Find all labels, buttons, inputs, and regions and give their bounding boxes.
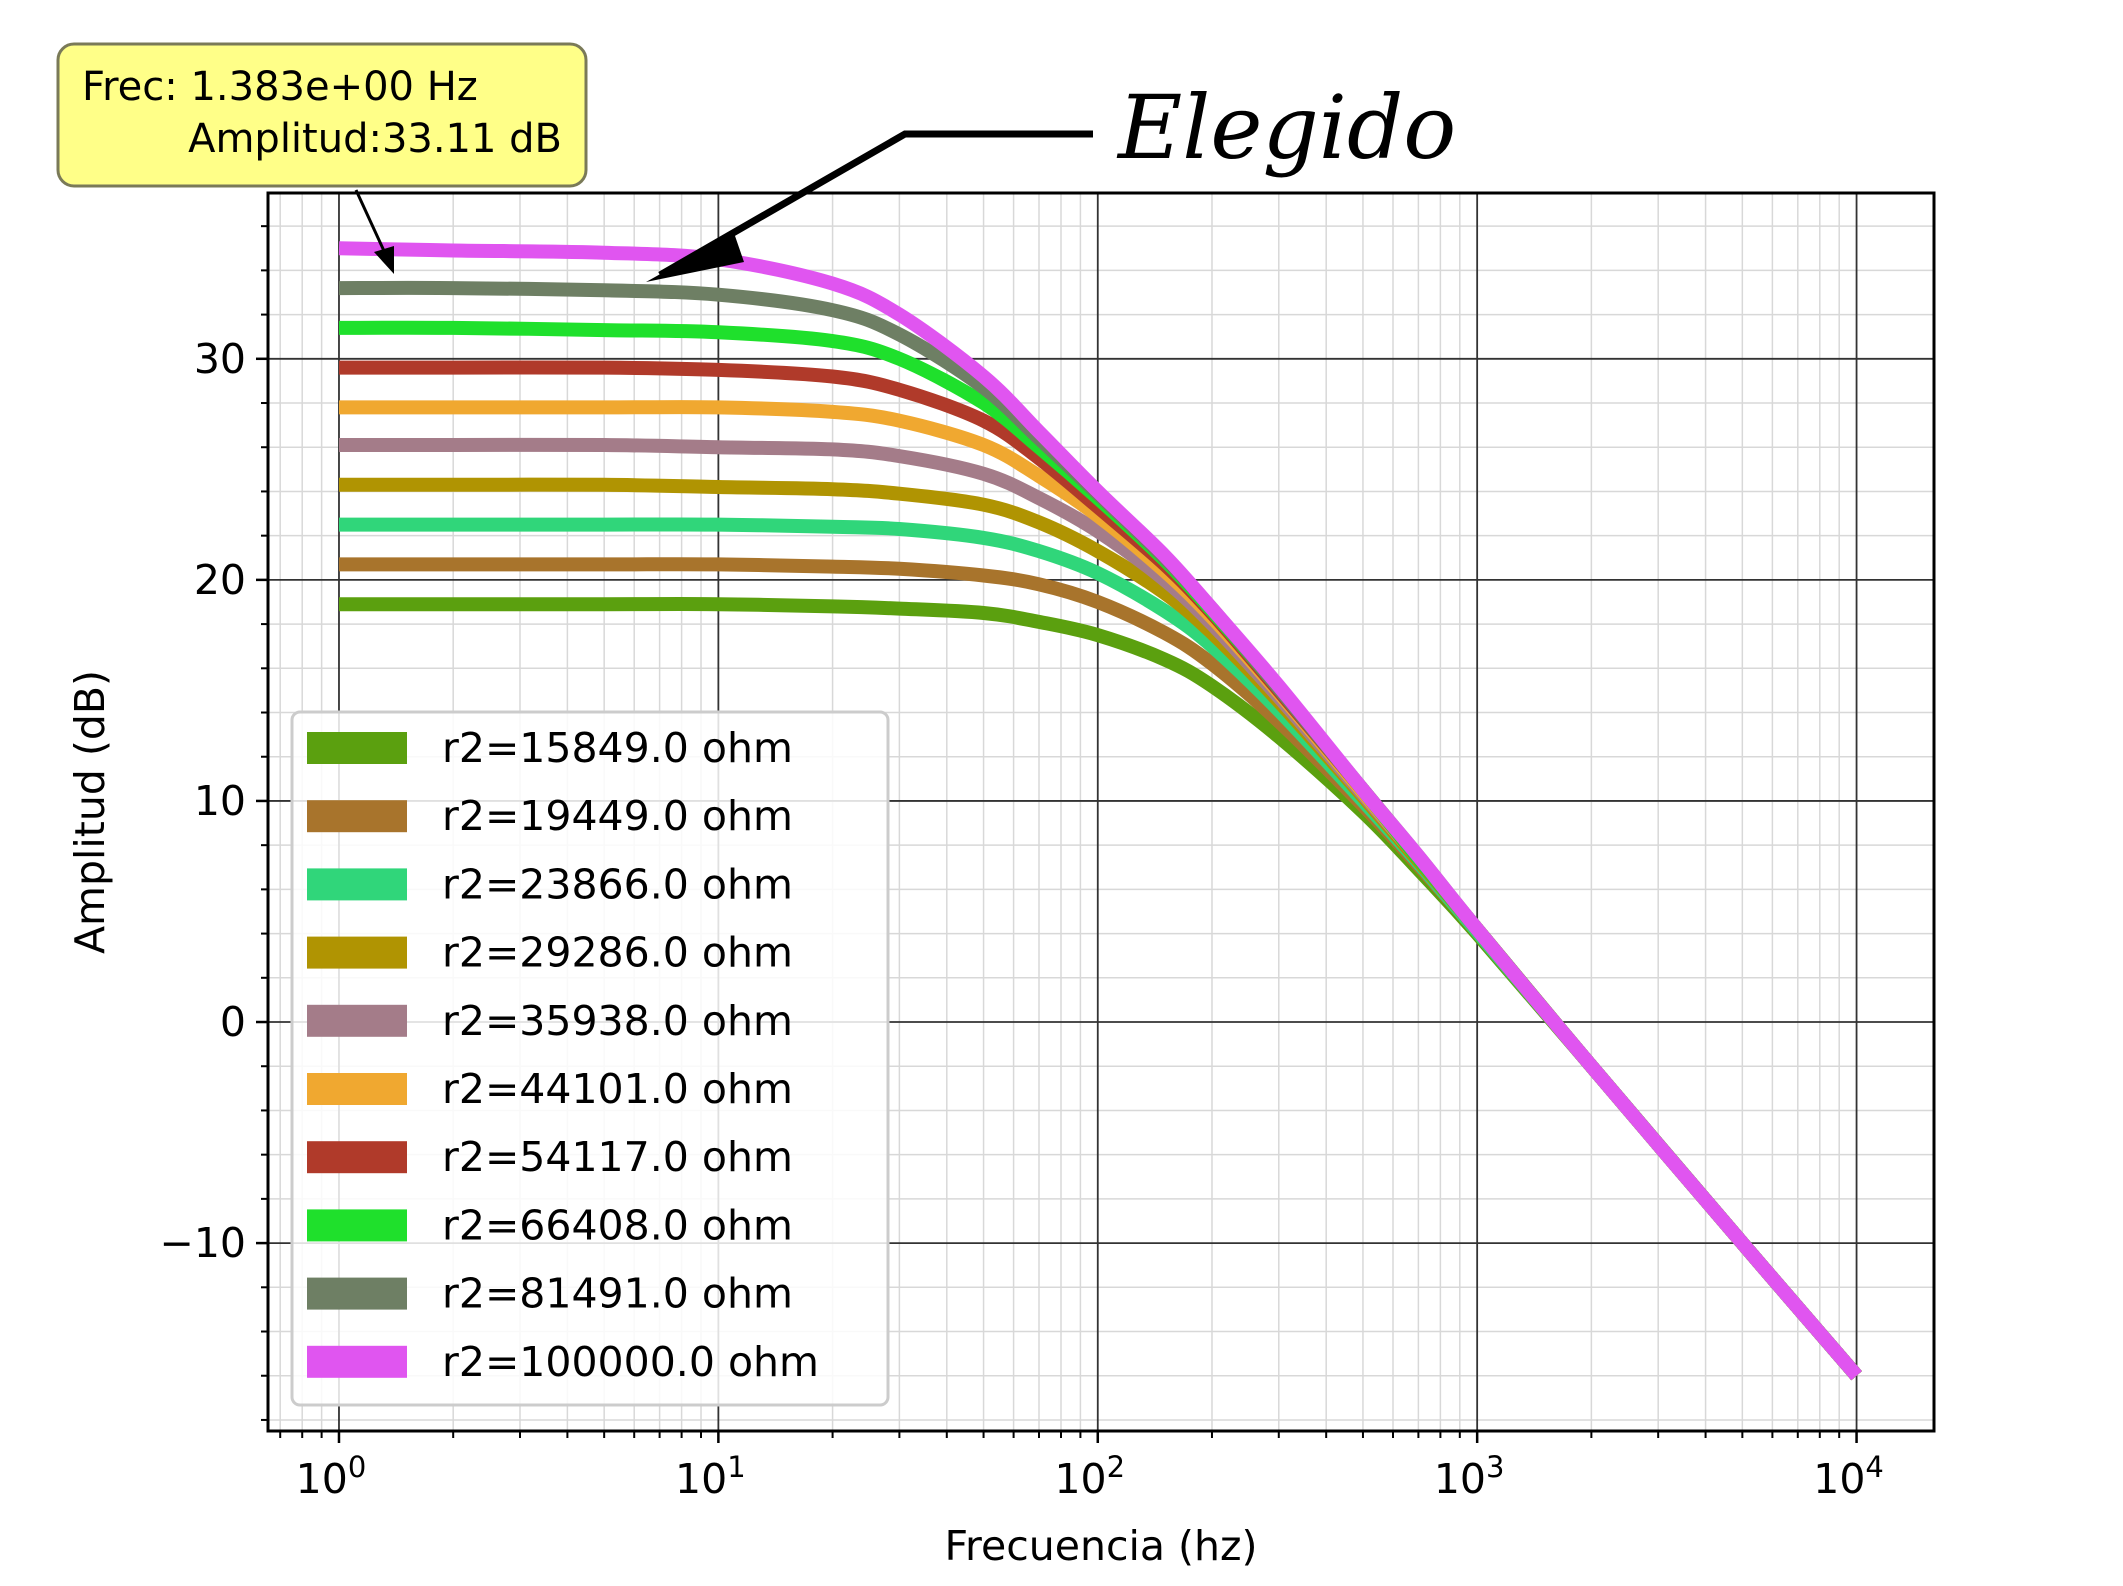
elegido-arrow-line <box>658 130 1093 279</box>
legend-swatch-3 <box>307 868 407 901</box>
y-tick-label: 30 <box>194 335 246 383</box>
elegido-annotation: Elegido <box>646 76 1456 282</box>
legend-swatch-9 <box>307 1277 407 1310</box>
legend-swatch-7 <box>307 1141 407 1174</box>
legend-label-10: r2=100000.0 ohm <box>442 1338 819 1386</box>
tooltip-pointer-head <box>374 246 394 274</box>
legend-label-3: r2=23866.0 ohm <box>442 860 793 908</box>
x-tick-label: 103 <box>1434 1450 1505 1503</box>
tooltip-amplitude: Amplitud:33.11 dB <box>188 116 562 162</box>
legend: r2=15849.0 ohm r2=19449.0 ohm r2=23866.0 o… <box>290 710 890 1407</box>
y-tick-label: 0 <box>220 998 246 1046</box>
legend-box <box>290 710 890 1407</box>
legend-swatch-2 <box>307 800 407 833</box>
legend-label-4: r2=29286.0 ohm <box>442 929 793 977</box>
cursor-tooltip: Frec: 1.383e+00 Hz Amplitud:33.11 dB <box>56 42 588 274</box>
elegido-arrow-head <box>646 233 744 282</box>
legend-swatch-1 <box>307 732 407 764</box>
x-tick-label: 101 <box>675 1450 746 1503</box>
x-axis-label: Frecuencia (hz) <box>944 1522 1257 1570</box>
tooltip-frequency: Frec: 1.383e+00 Hz <box>82 64 478 110</box>
series-lines <box>338 241 1862 1381</box>
tooltip-box <box>56 42 588 188</box>
legend-swatch-10 <box>307 1345 407 1378</box>
y-tick-label: −10 <box>159 1219 246 1267</box>
elegido-label: Elegido <box>1116 76 1456 179</box>
plot-frame <box>266 191 1936 1433</box>
x-tick-label: 104 <box>1813 1450 1884 1503</box>
legend-swatch-8 <box>307 1209 407 1242</box>
legend-swatch-6 <box>307 1073 407 1105</box>
legend-label-1: r2=15849.0 ohm <box>442 724 793 772</box>
y-axis-label: Amplitud (dB) <box>66 670 114 954</box>
y-tick-label: 20 <box>194 556 246 604</box>
legend-swatch-4 <box>307 936 407 969</box>
x-tick-label: 100 <box>296 1450 367 1503</box>
y-tick-label: 10 <box>194 777 246 825</box>
legend-label-7: r2=54117.0 ohm <box>442 1133 793 1181</box>
x-tick-label: 102 <box>1054 1450 1125 1503</box>
legend-label-6: r2=44101.0 ohm <box>442 1065 793 1113</box>
legend-label-5: r2=35938.0 ohm <box>442 997 793 1045</box>
legend-swatch-5 <box>307 1004 407 1037</box>
legend-label-2: r2=19449.0 ohm <box>442 792 793 840</box>
legend-label-9: r2=81491.0 ohm <box>442 1270 793 1318</box>
legend-label-8: r2=66408.0 ohm <box>442 1201 793 1249</box>
